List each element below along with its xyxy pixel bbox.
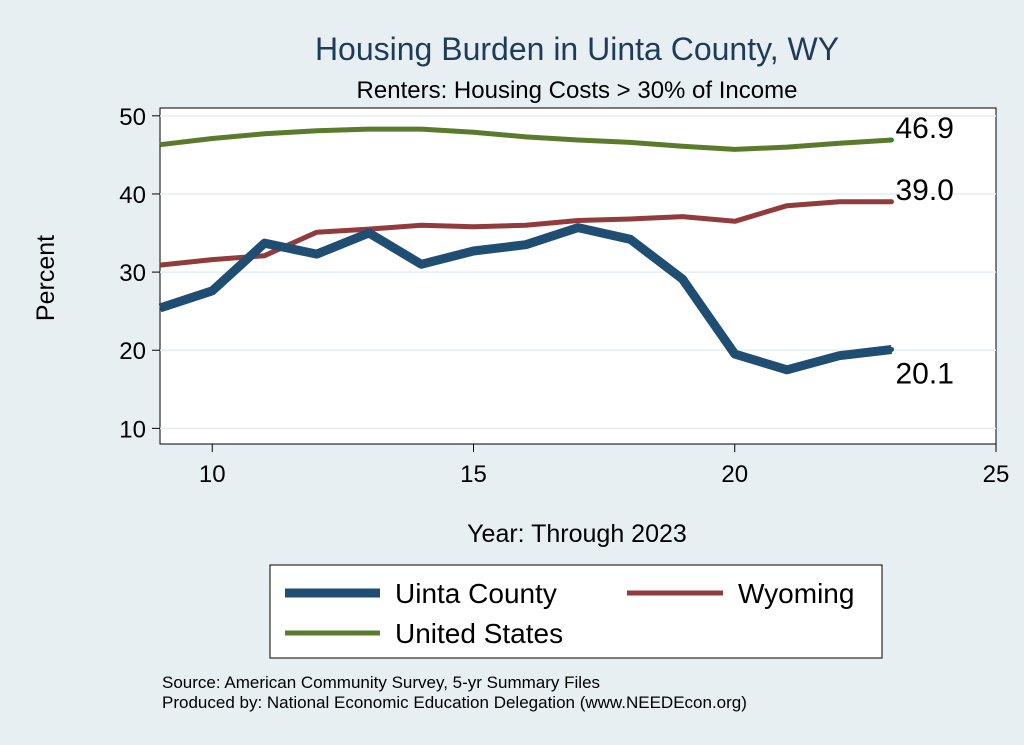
source-note: Source: American Community Survey, 5-yr …: [162, 673, 600, 692]
chart-title: Housing Burden in Uinta County, WY: [315, 31, 839, 67]
series-line-united-states: [159, 126, 892, 152]
chart-subtitle: Renters: Housing Costs > 30% of Income: [357, 77, 798, 104]
y-tick-label-10: 10: [119, 416, 146, 443]
legend-label-uinta-county: Uinta County: [395, 578, 557, 609]
y-tick-label-20: 20: [119, 338, 146, 365]
legend-label-united-states: United States: [395, 618, 563, 649]
x-tick-label-25: 25: [983, 461, 1010, 488]
legend-label-wyoming: Wyoming: [738, 578, 854, 609]
legend-box: [269, 564, 883, 659]
y-tick-label-40: 40: [119, 182, 146, 209]
series-end-label-united-states: 46.9: [896, 112, 954, 145]
series-end-label-uinta-county: 20.1: [896, 357, 954, 390]
series-end-point-wyoming: [889, 199, 894, 205]
y-axis-label: Percent: [32, 235, 60, 321]
x-tick-label-10: 10: [199, 461, 226, 488]
series-end-point-united-states: [889, 137, 894, 143]
y-tick-label-30: 30: [119, 260, 146, 287]
x-axis-label: Year: Through 2023: [467, 520, 687, 548]
x-tick-label-15: 15: [460, 461, 487, 488]
producer-note: Produced by: National Economic Education…: [162, 693, 747, 712]
y-tick-label-50: 50: [119, 104, 146, 131]
x-tick-label-20: 20: [721, 461, 748, 488]
legend: Uinta County Wyoming United States: [269, 564, 883, 659]
series-end-point-uinta-county: [889, 346, 894, 352]
plot-area: [159, 107, 997, 445]
series-line-uinta-county: [158, 223, 893, 375]
series-end-label-wyoming: 39.0: [896, 174, 954, 207]
